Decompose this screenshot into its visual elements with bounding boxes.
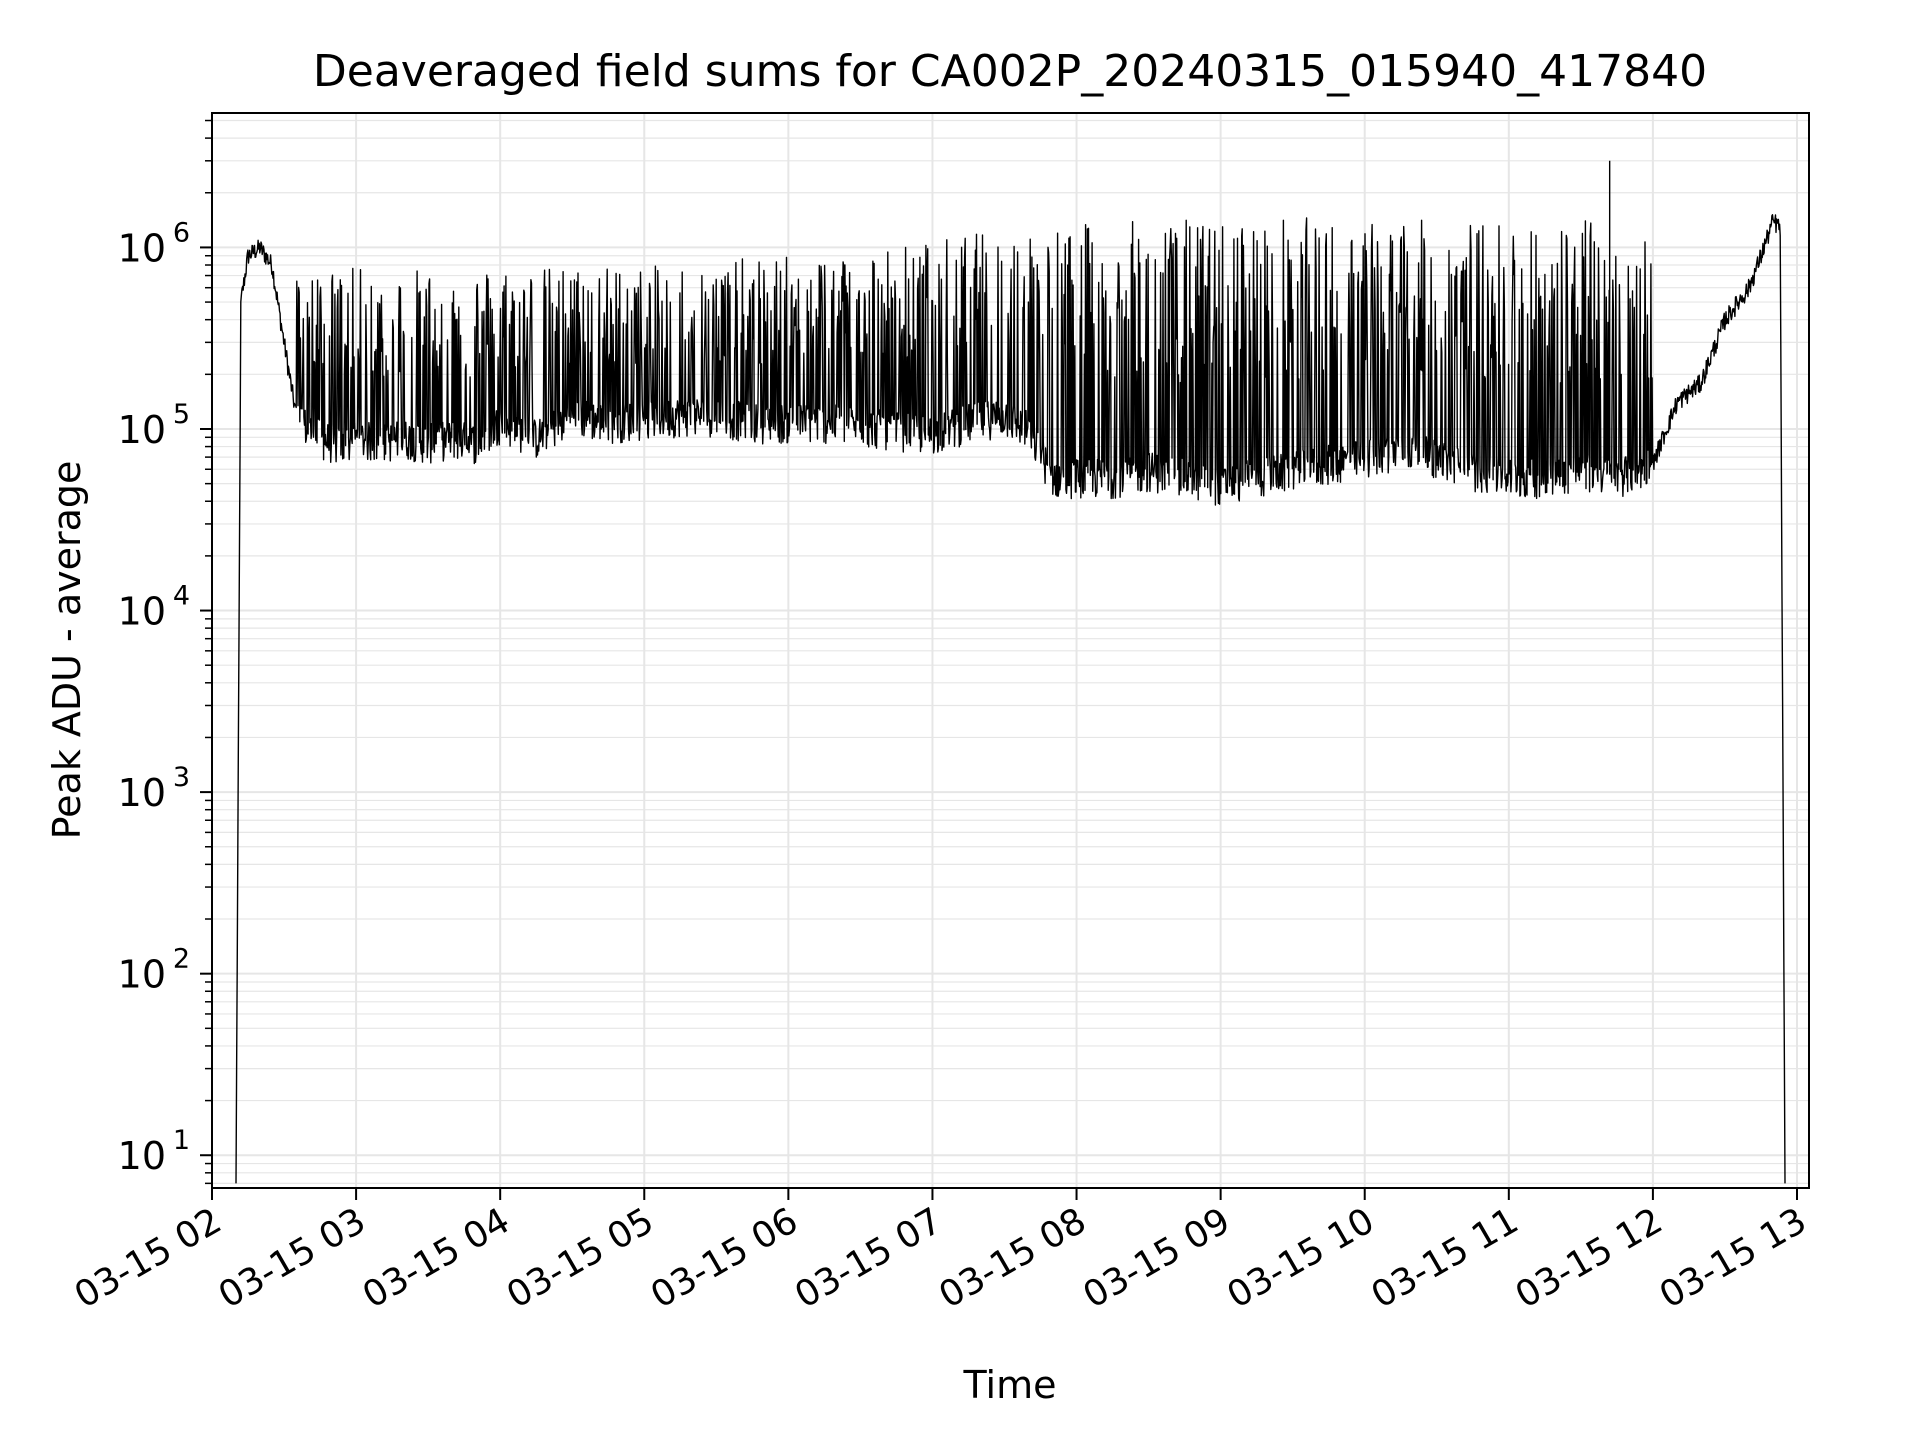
y-tick-label: 10 (118, 1134, 166, 1178)
y-tick-exponent: 4 (173, 581, 190, 612)
y-tick-exponent: 5 (173, 399, 190, 430)
y-tick-label: 10 (118, 771, 166, 815)
y-tick-label: 10 (118, 953, 166, 997)
y-tick-label: 10 (118, 226, 166, 270)
x-axis-label: Time (963, 1363, 1057, 1407)
data-layer (235, 160, 1786, 1184)
y-tick-exponent: 1 (173, 1125, 190, 1156)
y-axis-label: Peak ADU - average (45, 461, 89, 840)
series-line (235, 214, 1786, 1184)
y-tick-label: 10 (118, 408, 166, 452)
y-tick-exponent: 3 (173, 762, 190, 793)
chart-title: Deaveraged field sums for CA002P_2024031… (313, 46, 1707, 97)
y-tick-label: 10 (118, 590, 166, 634)
y-tick-exponent: 6 (173, 217, 190, 248)
y-tick-exponent: 2 (173, 944, 190, 975)
